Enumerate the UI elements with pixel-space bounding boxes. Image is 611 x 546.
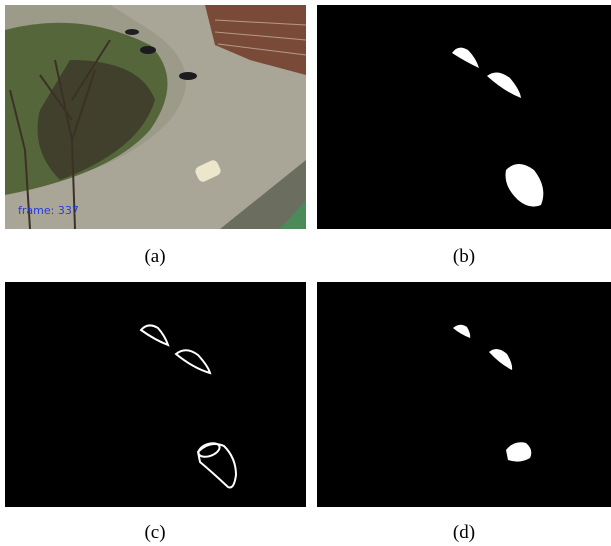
page: frame: 337 (a) (b) (c) (d) (() => { cons… — [0, 0, 611, 546]
caption: (b) — [453, 246, 475, 267]
caption: (c) — [144, 522, 165, 543]
caption: (a) — [144, 246, 165, 267]
panel-d-image — [317, 282, 611, 507]
frame-overlay: frame: 337 — [18, 204, 79, 217]
figure: frame: 337 (a) (b) (c) (d) — [0, 0, 611, 546]
panel-a-image: frame: 337 — [5, 5, 306, 229]
panel-b-image — [317, 5, 611, 229]
caption: (d) — [453, 522, 475, 543]
panel-c-image — [5, 282, 306, 507]
